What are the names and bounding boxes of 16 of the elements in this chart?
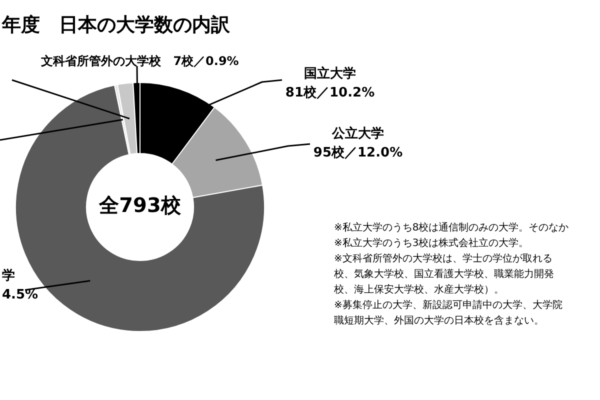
text: ※私立大学のうち8校は通信制のみの大学。そのなか	[334, 222, 569, 234]
chart-title: 年度 日本の大学数の内訳	[1, 14, 231, 36]
text: 校、気象大学校、国立看護大学校、職業能力開発	[333, 268, 554, 280]
slice-label: 文科省所管外の大学校 7校／0.9%	[40, 54, 239, 68]
text: 校、海上保安大学校、水産大学校）。	[333, 284, 504, 296]
text: 職短期大学、外国の大学の日本校を含まない。	[334, 314, 544, 327]
slice-label: 国立大学	[304, 65, 356, 82]
text: 4.5%	[2, 287, 38, 302]
data-label: 95校／12.0%	[313, 144, 403, 160]
text: 学	[2, 268, 15, 284]
text: ※文科省所管外の大学校は、学士の学位が取れる	[334, 252, 552, 265]
text: ※私立大学のうち3校は株式会社立の大学。	[334, 237, 529, 250]
data-label: 81校／10.2%	[285, 84, 375, 100]
text: 全793校	[98, 193, 182, 218]
text: ※募集停止の大学、新設認可申請中の大学、大学院	[334, 299, 562, 312]
slice-label: 公立大学	[331, 125, 384, 142]
